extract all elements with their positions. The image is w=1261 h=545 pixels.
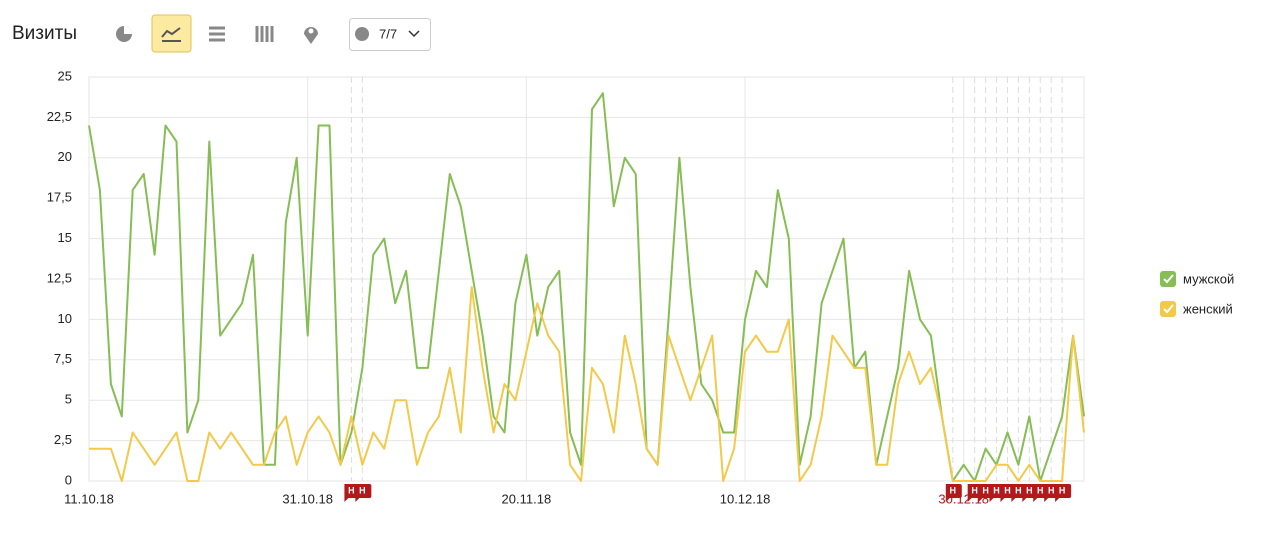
- y-tick-label: 2,5: [54, 432, 72, 447]
- holiday-bubble: [1055, 484, 1072, 502]
- y-tick-label: 7,5: [54, 351, 72, 366]
- y-tick-label: 10: [58, 311, 72, 326]
- holiday-bubble: [945, 484, 962, 502]
- y-tick-label: 17,5: [47, 190, 72, 205]
- holiday-label: Н: [1048, 485, 1055, 495]
- segments-dropdown[interactable]: 7/7: [349, 18, 431, 51]
- series-line: [88, 92, 1085, 482]
- holiday-label: Н: [1004, 485, 1011, 495]
- holiday-label: Н: [1015, 485, 1022, 495]
- legend-checkbox: [1160, 271, 1176, 287]
- holiday-marker: Н: [1055, 484, 1072, 502]
- x-tick-label: 11.10.18: [64, 491, 114, 506]
- series-line: [89, 286, 1085, 482]
- holiday-label: Н: [950, 485, 957, 495]
- holiday-label: Н: [971, 485, 978, 495]
- legend-label: мужской: [1183, 271, 1234, 286]
- y-tick-label: 22,5: [47, 109, 72, 124]
- holiday-label: Н: [1037, 485, 1044, 495]
- legend-label: женский: [1183, 301, 1233, 316]
- holiday-label: Н: [993, 485, 1000, 495]
- holiday-label: Н: [348, 485, 355, 495]
- y-tick-label: 12,5: [47, 270, 72, 285]
- line-view-button[interactable]: [151, 14, 192, 53]
- area-view-button[interactable]: [209, 26, 225, 42]
- report-title: Визиты: [12, 23, 77, 44]
- x-tick-label: 10.12.18: [720, 491, 771, 506]
- pie-view-button[interactable]: [116, 26, 132, 42]
- legend-checkbox: [1160, 301, 1176, 317]
- y-tick-label: 20: [58, 149, 72, 164]
- y-tick-label: 5: [65, 392, 72, 407]
- legend-item[interactable]: мужской: [1160, 271, 1234, 287]
- holiday-marker: Н: [355, 484, 372, 502]
- map-view-button[interactable]: [304, 27, 318, 44]
- y-tick-label: 15: [58, 230, 72, 245]
- x-tick-label: 20.11.18: [502, 491, 552, 506]
- holiday-marker: Н: [945, 484, 962, 502]
- legend-check: [1163, 274, 1174, 284]
- y-tick-label: 0: [65, 472, 72, 487]
- x-tick-label: 31.10.18: [282, 491, 333, 506]
- bar-view-button[interactable]: [255, 26, 274, 42]
- holiday-bubble: [355, 484, 372, 502]
- holiday-label: Н: [982, 485, 989, 495]
- legend-check: [1163, 304, 1174, 314]
- holiday-label: Н: [359, 485, 366, 495]
- y-tick-label: 25: [58, 68, 72, 83]
- holiday-label: Н: [1026, 485, 1033, 495]
- holiday-label: Н: [1059, 485, 1066, 495]
- legend-item[interactable]: женский: [1160, 301, 1233, 317]
- dropdown-label: 7/7: [379, 26, 397, 41]
